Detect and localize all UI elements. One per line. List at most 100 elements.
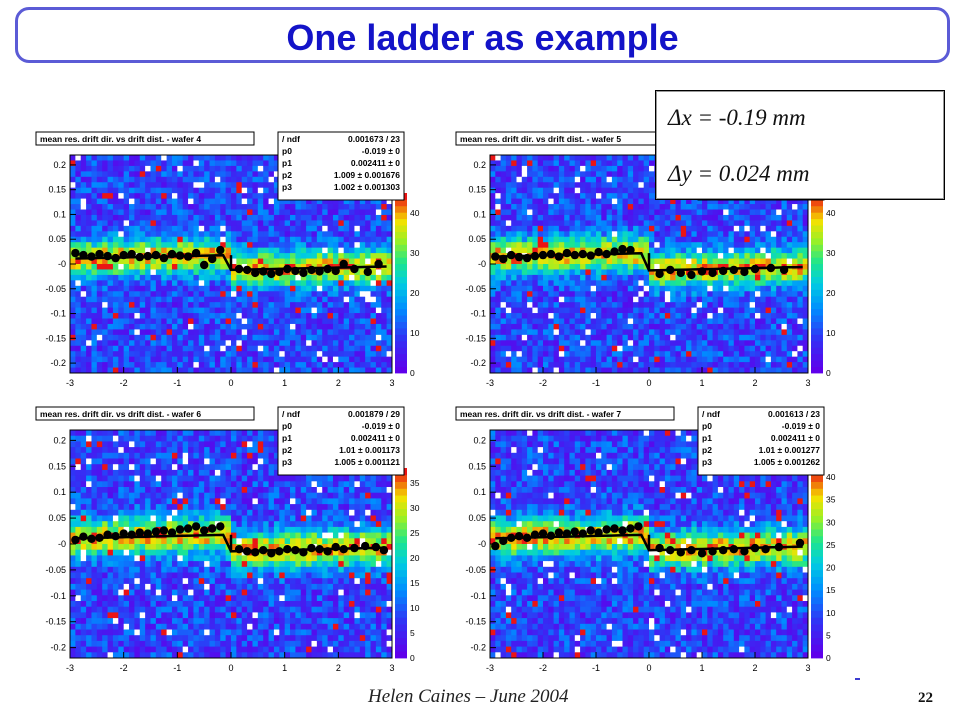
heatmap-cell [171, 198, 178, 205]
heatmap-cell [495, 165, 501, 172]
heatmap-cell [322, 225, 328, 232]
heatmap-cell [209, 307, 216, 314]
heatmap-cell [311, 204, 318, 210]
heatmap-cell [527, 225, 533, 232]
heatmap-cell [225, 236, 232, 243]
heatmap-cell [702, 242, 708, 249]
heatmap-cell [354, 269, 361, 276]
heatmap-cell [670, 242, 676, 249]
heatmap-cell [739, 274, 745, 281]
heatmap-cell [792, 345, 798, 352]
heatmap-cell [284, 313, 291, 319]
heatmap-cell [627, 307, 634, 314]
heatmap-cell [332, 351, 339, 358]
heatmap-cell [786, 198, 793, 205]
heatmap-cell [129, 367, 135, 374]
heatmap-cell [574, 231, 581, 238]
heatmap-cell [627, 351, 634, 358]
heatmap-cell [161, 329, 167, 336]
heatmap-cell [654, 356, 660, 363]
heatmap-cell [537, 214, 544, 221]
heatmap-cell [80, 176, 87, 183]
heatmap-cell [338, 269, 345, 276]
heatmap-cell [381, 340, 388, 347]
heatmap-cell [548, 171, 554, 178]
heatmap-cell [102, 242, 108, 249]
heatmap-cell [273, 258, 280, 265]
heatmap-cell [532, 313, 539, 319]
heatmap-cell [327, 214, 334, 221]
heatmap-cell [166, 204, 173, 210]
heatmap-cell [247, 176, 253, 183]
heatmap-cell [204, 318, 210, 325]
heatmap-cell [580, 258, 586, 265]
heatmap-cell [214, 187, 221, 194]
heatmap-cell [247, 209, 253, 216]
heatmap-cell [611, 160, 618, 167]
heatmap-cell [664, 367, 671, 374]
heatmap-cell [188, 356, 194, 363]
heatmap-cell [585, 274, 592, 281]
heatmap-cell [112, 313, 119, 319]
heatmap-cell [182, 356, 189, 363]
heatmap-cell [585, 176, 592, 183]
heatmap-cell [585, 367, 592, 374]
heatmap-cell [112, 182, 119, 189]
heatmap-cell [70, 302, 76, 308]
heatmap-cell [145, 285, 151, 292]
heatmap-cell [797, 318, 804, 325]
heatmap-cell [596, 236, 602, 243]
heatmap-cell [102, 176, 108, 183]
heatmap-cell [537, 367, 544, 374]
heatmap-cell [236, 345, 243, 352]
heatmap-cell [564, 351, 570, 358]
heatmap-cell [327, 296, 334, 303]
heatmap-cell [112, 296, 119, 303]
heatmap-cell [370, 296, 377, 303]
heatmap-cell [675, 302, 682, 308]
heatmap-cell [638, 362, 645, 368]
heatmap-cell [182, 302, 189, 308]
heatmap-cell [295, 220, 302, 227]
heatmap-cell [102, 220, 108, 227]
heatmap-cell [622, 274, 629, 281]
heatmap-cell [792, 356, 798, 363]
heatmap-cell [359, 253, 366, 259]
heatmap-cell [691, 351, 698, 358]
heatmap-cell [252, 280, 259, 287]
heatmap-cell [590, 220, 597, 227]
heatmap-cell [617, 329, 623, 336]
heatmap-cell [781, 329, 788, 336]
heatmap-cell [606, 247, 613, 254]
heatmap-cell [776, 302, 782, 308]
heatmap-cell [188, 291, 194, 298]
heatmap-cell [225, 362, 232, 368]
heatmap-cell [527, 231, 533, 238]
heatmap-cell [327, 225, 334, 232]
heatmap-cell [91, 247, 98, 254]
heatmap-cell [86, 302, 92, 308]
heatmap-cell [231, 242, 237, 249]
heatmap-cell [659, 264, 666, 270]
heatmap-cell [166, 247, 173, 254]
heatmap-cell [306, 367, 312, 374]
heatmap-cell [70, 367, 76, 374]
heatmap-cell [198, 345, 205, 352]
heatmap-cell [284, 340, 291, 347]
heatmap-cell [585, 280, 592, 287]
heatmap-cell [601, 214, 607, 221]
heatmap-cell [649, 340, 655, 347]
heatmap-cell [802, 258, 809, 265]
title-box: One ladder as example [15, 7, 950, 63]
heatmap-cell [338, 307, 345, 314]
heatmap-cell [712, 323, 719, 330]
heatmap-cell [225, 155, 232, 161]
heatmap-cell [80, 302, 87, 308]
heatmap-cell [171, 313, 178, 319]
heatmap-cell [574, 264, 581, 270]
heatmap-cell [354, 242, 361, 249]
heatmap-cell [365, 231, 371, 238]
heatmap-cell [268, 318, 275, 325]
heatmap-cell [686, 323, 692, 330]
heatmap-cell [490, 231, 496, 238]
